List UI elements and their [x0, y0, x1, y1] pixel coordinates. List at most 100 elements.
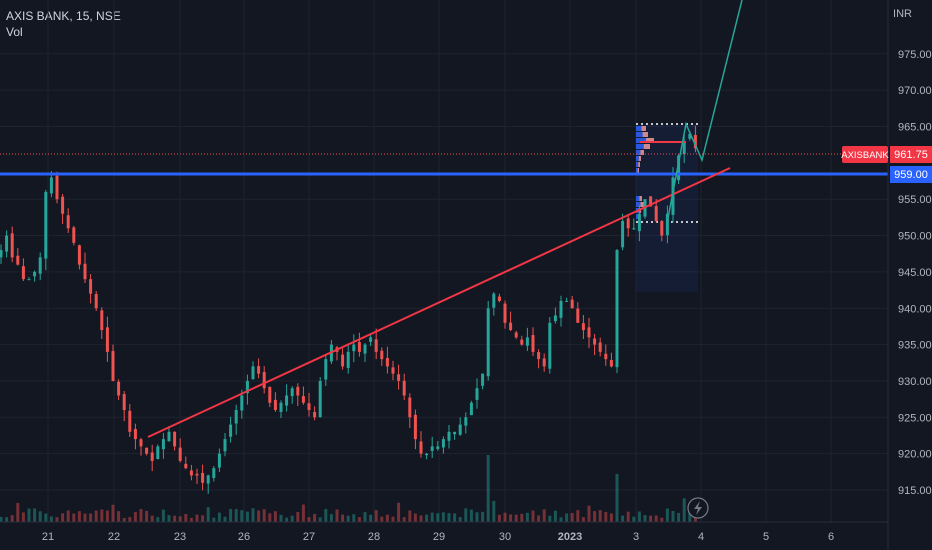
candle-body	[178, 447, 182, 461]
volume-bar	[167, 515, 171, 522]
volume-bar	[128, 517, 132, 522]
candle-body	[654, 206, 658, 222]
volume-bar	[44, 513, 48, 522]
candle-body	[363, 344, 367, 354]
volume-bar	[223, 516, 227, 522]
volume-bar	[481, 511, 485, 522]
time-tick: 2023	[558, 531, 582, 543]
volume-bar	[604, 512, 608, 522]
volume-bar	[402, 517, 406, 522]
candle-body	[436, 446, 440, 449]
price-tick: 970.00	[898, 85, 932, 97]
candle-body	[548, 322, 552, 369]
candle-body	[682, 141, 686, 155]
volume-bar	[201, 515, 205, 522]
profile-down	[645, 138, 654, 143]
time-tick: 21	[42, 531, 54, 543]
volume-bar	[447, 513, 451, 522]
volume-bar	[548, 515, 552, 522]
volume-bar	[72, 513, 76, 522]
candle-body	[559, 300, 563, 318]
volume-bar	[363, 512, 367, 522]
time-axis[interactable]: 21 22 23 26 27 28 29 30 2023 3 4 5 6	[0, 521, 888, 543]
candle-body	[55, 175, 59, 200]
candle-body	[497, 296, 501, 301]
volume-bar	[553, 510, 557, 522]
candle-body	[677, 155, 681, 181]
candle-body	[357, 342, 361, 352]
time-tick: 27	[303, 531, 315, 543]
trend-line[interactable]	[147, 167, 731, 438]
volume-bar	[273, 511, 277, 522]
candle-body	[576, 308, 580, 323]
volume-bar	[240, 510, 244, 522]
profile-down	[637, 168, 639, 173]
volume-bar	[464, 508, 468, 522]
volume-bar	[100, 509, 104, 522]
profile-up	[636, 162, 639, 167]
candle-body	[245, 380, 249, 394]
volume-bar	[111, 504, 115, 522]
candle-body	[122, 394, 126, 411]
lightning-icon[interactable]	[687, 497, 709, 519]
volume-bar	[374, 510, 378, 522]
volume-bar	[380, 516, 384, 522]
volume-bar	[621, 515, 625, 522]
candle-body	[341, 354, 345, 367]
volume-bar	[245, 511, 249, 522]
candle-body	[520, 339, 524, 345]
volume-bar	[688, 511, 692, 522]
candle-body	[290, 388, 294, 397]
candle-body	[150, 452, 154, 461]
profile-up	[636, 202, 641, 207]
volume-bar	[296, 512, 300, 522]
volume-bar	[16, 503, 20, 522]
candle-body	[475, 388, 479, 400]
time-tick: 5	[763, 531, 769, 543]
candle-body	[581, 323, 585, 331]
symbol-title[interactable]: AXIS BANK, 15, NSE	[6, 9, 121, 23]
volume-bar	[89, 513, 93, 522]
volume-bar	[313, 513, 317, 522]
candle-body	[223, 439, 227, 452]
candle-body	[307, 403, 311, 411]
volume-bar	[234, 509, 238, 522]
price-tick: 935.00	[898, 340, 932, 352]
profile-down	[641, 126, 646, 131]
candle-body	[10, 233, 14, 258]
candle-body	[217, 453, 221, 468]
time-tick: 23	[174, 531, 186, 543]
candle-body	[509, 322, 513, 331]
candle-body	[133, 428, 137, 440]
projection-path[interactable]	[667, 0, 743, 219]
candle-body	[637, 213, 641, 232]
volume-bar	[145, 510, 149, 522]
candle-body	[161, 439, 165, 450]
candle-body	[167, 431, 171, 442]
time-tick: 3	[633, 531, 639, 543]
candle-body	[257, 366, 261, 374]
volume-bar	[609, 513, 613, 522]
volume-bar	[598, 510, 602, 522]
volume-label[interactable]: Vol	[6, 25, 23, 39]
candle-body	[447, 431, 451, 441]
candle-body	[615, 250, 619, 368]
volume-bar	[94, 510, 98, 522]
price-axis[interactable]: 975.00 970.00 965.00 955.00 950.00 945.00 940.…	[887, 0, 932, 550]
candle-body	[33, 271, 37, 277]
candle-body	[324, 359, 328, 380]
volume-bar	[397, 502, 401, 522]
hline-price-text: 959.00	[894, 169, 928, 181]
volume-bar	[559, 517, 563, 522]
volume-bar	[38, 511, 42, 522]
time-tick: 22	[108, 531, 120, 543]
volume-bar	[335, 509, 339, 522]
candle-body	[83, 263, 87, 280]
profile-up	[636, 156, 639, 161]
candle-body	[111, 351, 115, 381]
candle-body	[296, 386, 300, 396]
volume-bar	[458, 517, 462, 522]
volume-bar	[615, 473, 619, 522]
candle-body	[369, 337, 373, 342]
